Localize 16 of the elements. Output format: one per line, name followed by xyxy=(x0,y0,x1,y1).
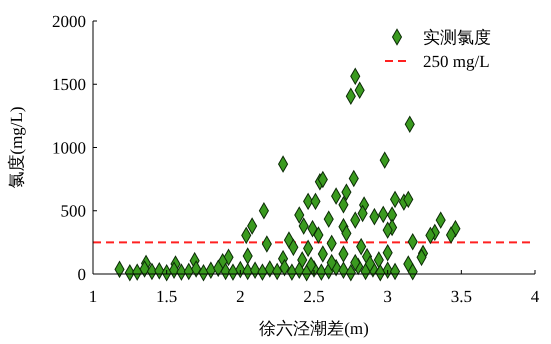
legend-label: 250 mg/L xyxy=(423,52,490,71)
x-tick-label: 1 xyxy=(88,287,98,306)
x-tick-label: 3.5 xyxy=(450,287,472,306)
y-tick-label: 1000 xyxy=(52,138,86,158)
x-tick-label: 3 xyxy=(383,287,392,306)
x-tick-label: 2.5 xyxy=(303,287,325,306)
x-axis-title: 徐六泾潮差(m) xyxy=(259,319,369,338)
y-axis-title: 氯度(mg/L) xyxy=(7,106,26,189)
y-tick-label: 2000 xyxy=(52,12,86,31)
x-tick-label: 1.5 xyxy=(156,287,178,306)
y-tick-label: 500 xyxy=(60,202,86,221)
x-tick-label: 4 xyxy=(530,287,540,306)
y-tick-label: 0 xyxy=(78,264,86,284)
y-tick-label: 1500 xyxy=(52,75,86,94)
x-tick-label: 2 xyxy=(236,287,245,306)
legend-label: 实测氯度 xyxy=(423,28,491,47)
